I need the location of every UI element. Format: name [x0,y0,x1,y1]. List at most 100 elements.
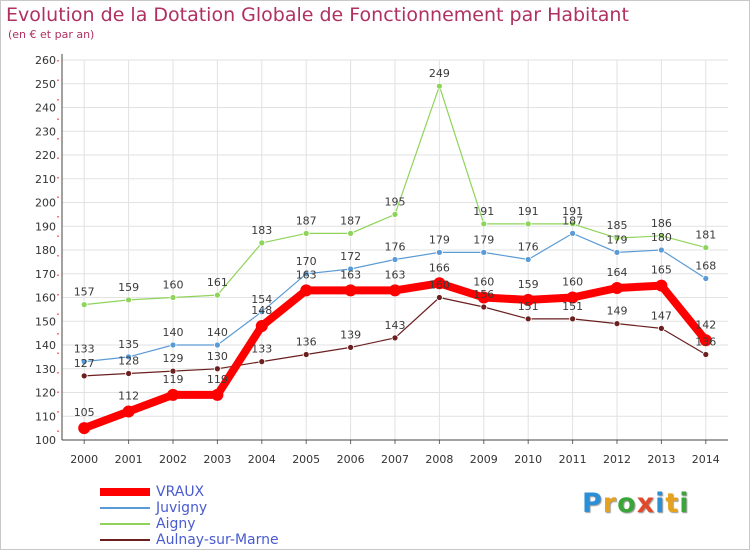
y-tick-label: 230 [35,125,56,138]
y-tick-label: 160 [35,292,56,305]
data-point-juvigny [524,256,532,263]
y-tick-label: 120 [35,387,56,400]
data-label-aulnay-sur-marne: 136 [695,336,716,349]
data-point-vraux [566,291,579,304]
data-label-aigny: 191 [518,205,539,218]
data-label-vraux: 163 [296,268,317,281]
data-label-aulnay-sur-marne: 149 [607,305,628,318]
data-point-aigny [258,239,266,247]
y-tick-label: 210 [35,173,56,186]
data-label-vraux: 163 [385,268,406,281]
data-label-juvigny: 179 [473,233,494,246]
data-point-juvigny [702,275,710,282]
chart-subtitle: (en € et par an) [8,28,95,41]
data-label-vraux: 163 [340,268,361,281]
data-point-vraux [344,284,357,297]
data-point-aigny [125,296,133,304]
x-tick-label: 2003 [203,453,231,466]
data-point-aigny [347,229,355,237]
data-label-juvigny: 176 [385,241,406,254]
data-point-vraux [699,334,712,347]
data-point-aulnay-sur-marne [435,294,443,301]
data-point-aulnay-sur-marne [125,370,133,377]
data-label-aulnay-sur-marne: 129 [163,352,184,365]
data-label-aigny: 187 [340,214,361,227]
data-label-vraux: 119 [207,373,228,386]
data-label-aigny: 191 [473,205,494,218]
data-point-vraux [522,293,535,306]
y-tick-label: 240 [35,102,56,115]
data-point-aulnay-sur-marne [391,334,399,342]
data-label-aulnay-sur-marne: 136 [296,336,317,349]
data-point-juvigny [480,248,488,256]
data-label-vraux: 105 [74,406,95,419]
y-tick-label: 250 [35,78,56,91]
data-point-aigny [569,220,576,228]
data-point-aulnay-sur-marne [169,367,177,375]
data-point-vraux [255,320,268,332]
data-point-juvigny [435,248,443,256]
x-tick-label: 2008 [425,453,453,466]
legend-swatch-aigny [100,523,150,525]
data-point-vraux [300,284,313,297]
data-label-aigny: 191 [562,205,583,218]
data-label-vraux: 160 [562,276,583,289]
legend-item-juvigny: Juvigny [100,500,279,516]
data-point-aigny [435,82,443,90]
data-label-juvigny: 170 [296,255,317,268]
data-label-juvigny: 140 [163,326,184,339]
legend-label-juvigny: Juvigny [156,500,208,516]
x-tick-label: 2013 [647,453,675,466]
x-tick-label: 2011 [559,453,587,466]
x-tick-label: 2005 [292,453,320,466]
data-point-aulnay-sur-marne [613,320,621,328]
data-label-aulnay-sur-marne: 133 [251,343,272,356]
data-label-aulnay-sur-marne: 160 [429,279,450,292]
y-tick-label: 170 [35,268,56,281]
data-label-vraux: 142 [695,318,716,331]
chart-title: Evolution de la Dotation Globale de Fonc… [6,4,629,26]
data-label-vraux: 165 [651,264,672,277]
data-point-aigny [613,234,621,242]
data-point-juvigny [658,246,665,254]
y-tick-label: 110 [35,410,56,423]
y-tick-label: 180 [35,244,56,257]
data-point-aulnay-sur-marne [524,315,532,323]
data-point-aigny [702,244,710,252]
data-point-juvigny [391,256,399,263]
data-label-aulnay-sur-marne: 143 [385,319,406,332]
legend-label-aigny: Aigny [156,516,196,532]
legend-item-aigny: Aigny [100,516,279,532]
data-label-juvigny: 135 [118,338,139,351]
data-point-juvigny [258,308,266,316]
data-point-aigny [480,220,488,228]
data-label-juvigny: 176 [518,241,539,254]
data-point-vraux [477,291,490,304]
x-tick-label: 2002 [159,453,187,466]
data-point-vraux [655,279,668,292]
y-tick-label: 200 [35,197,56,210]
data-point-juvigny [125,353,133,361]
data-point-vraux [78,422,91,435]
y-tick-label: 220 [35,149,56,162]
data-label-aulnay-sur-marne: 151 [518,300,539,313]
data-point-juvigny [347,265,355,273]
legend-label-aulnay-sur-marne: Aulnay-sur-Marne [156,532,279,548]
data-point-aulnay-sur-marne [480,303,488,311]
data-point-aulnay-sur-marne [80,372,88,380]
data-label-juvigny: 168 [695,260,716,273]
data-label-juvigny: 179 [607,233,628,246]
data-label-aigny: 181 [695,229,716,242]
data-point-aigny [80,301,88,309]
data-label-vraux: 112 [118,390,139,403]
data-label-juvigny: 154 [251,293,272,306]
data-point-vraux [611,282,623,294]
data-point-aulnay-sur-marne [569,315,576,323]
data-label-juvigny: 179 [429,233,450,246]
data-label-juvigny: 187 [562,214,583,227]
data-label-aigny: 195 [385,195,406,208]
data-label-aigny: 183 [251,224,272,237]
data-point-vraux [211,388,224,401]
legend-swatch-vraux [100,488,150,496]
